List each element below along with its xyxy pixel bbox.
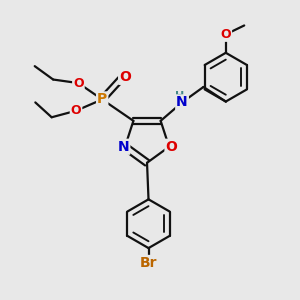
Text: O: O bbox=[119, 70, 131, 84]
Text: P: P bbox=[97, 92, 107, 106]
Text: Br: Br bbox=[140, 256, 157, 270]
Text: H: H bbox=[175, 91, 184, 101]
Text: O: O bbox=[220, 28, 231, 41]
Text: O: O bbox=[73, 76, 84, 90]
Text: N: N bbox=[176, 95, 188, 110]
Text: O: O bbox=[71, 104, 81, 117]
Text: O: O bbox=[166, 140, 177, 154]
Text: N: N bbox=[118, 140, 129, 154]
